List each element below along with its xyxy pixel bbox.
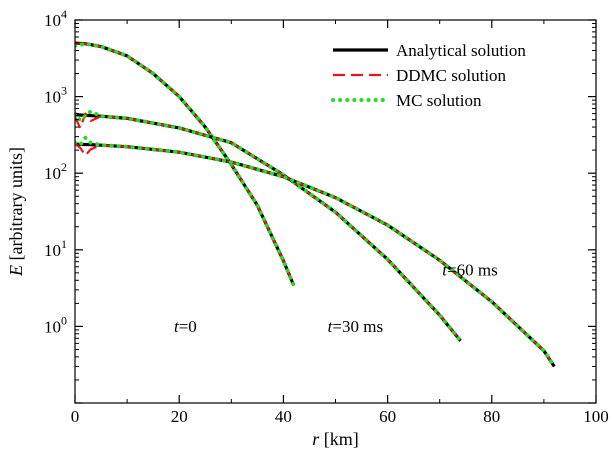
y-tick-label: 101 xyxy=(44,237,67,260)
x-tick-label: 100 xyxy=(583,407,609,426)
x-tick-label: 60 xyxy=(379,407,396,426)
y-tick-label: 100 xyxy=(44,313,67,336)
mc-curve-0 xyxy=(75,41,296,288)
x-tick-label: 40 xyxy=(275,407,292,426)
x-axis-label: r [km] xyxy=(312,429,359,449)
y-axis-label: E [arbitrary units] xyxy=(6,147,26,277)
x-tick-label: 80 xyxy=(483,407,500,426)
legend: Analytical solution DDMC solution MC solut… xyxy=(331,41,526,110)
time-annotation: t=0 xyxy=(174,317,197,336)
y-tick-label: 102 xyxy=(44,160,67,183)
y-tick-label: 104 xyxy=(44,7,67,30)
ddmc-curve-2 xyxy=(75,143,556,368)
curves-layer xyxy=(75,41,557,369)
y-tick-label: 103 xyxy=(44,84,67,107)
mc-curve-1 xyxy=(75,109,463,343)
annotations: t=0 t=30 ms t=60 ms xyxy=(174,261,498,336)
x-tick-label: 20 xyxy=(171,407,188,426)
ddmc-curve-0 xyxy=(75,41,295,287)
analytical-curve-2 xyxy=(75,142,556,368)
analytical-curve-0 xyxy=(75,41,296,287)
mc-curve-2 xyxy=(75,135,557,369)
legend-label: Analytical solution xyxy=(396,41,526,60)
ticks-layer xyxy=(74,19,597,404)
time-annotation: t=60 ms xyxy=(442,261,497,280)
time-annotation: t=30 ms xyxy=(328,317,383,336)
legend-label: MC solution xyxy=(396,91,482,110)
legend-label: DDMC solution xyxy=(396,66,507,85)
x-tick-label: 0 xyxy=(71,407,80,426)
labels-layer: 0 20 40 60 80 100 100 101 102 103 104 r [km] E [arbi… xyxy=(6,7,609,449)
